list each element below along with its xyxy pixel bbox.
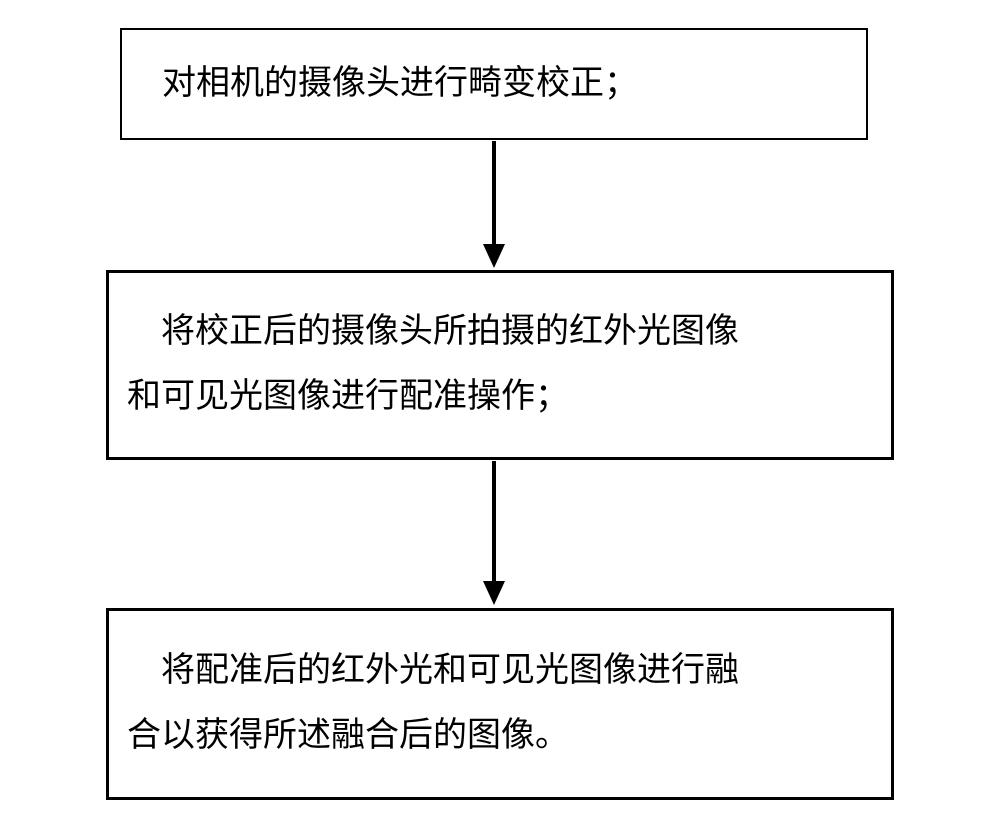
flow-step-text: 将配准后的红外光和可见光图像进行融 合以获得所述融合后的图像。 [127,639,873,768]
flow-arrow [474,461,514,607]
flow-arrow [474,141,514,270]
flow-step-step2: 将校正后的摄像头所拍摄的红外光图像 和可见光图像进行配准操作； [106,270,894,460]
flow-step-text: 将校正后的摄像头所拍摄的红外光图像 和可见光图像进行配准操作； [127,300,873,429]
flowchart-canvas: 对相机的摄像头进行畸变校正； 将校正后的摄像头所拍摄的红外光图像 和可见光图像进… [0,0,1000,830]
flow-step-step3: 将配准后的红外光和可见光图像进行融 合以获得所述融合后的图像。 [106,608,894,800]
flow-step-step1: 对相机的摄像头进行畸变校正； [120,28,868,140]
flow-step-text: 对相机的摄像头进行畸变校正； [128,52,860,117]
